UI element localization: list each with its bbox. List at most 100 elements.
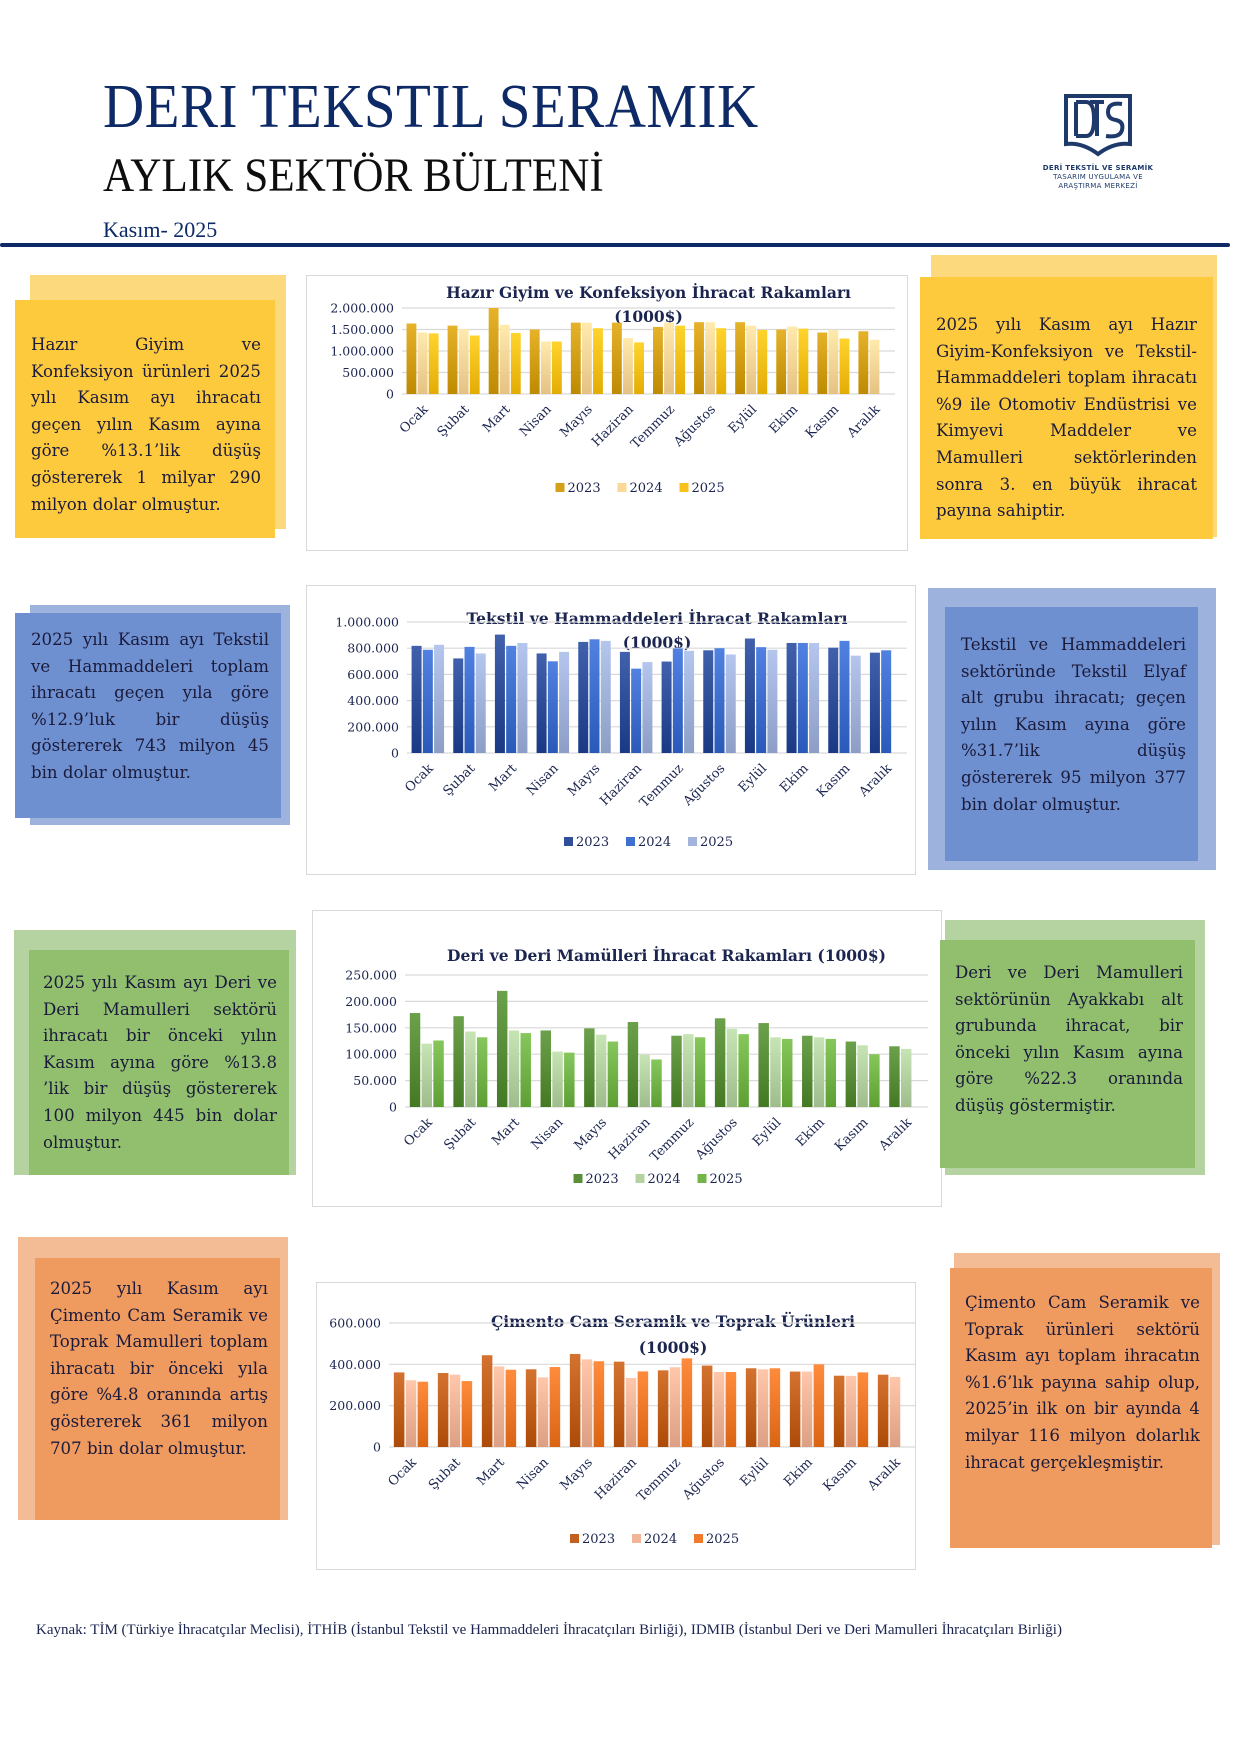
legend-label: 2024 bbox=[630, 481, 663, 496]
x-tick-label: Mart bbox=[480, 402, 514, 436]
logo-line1: DERİ TEKSTİL VE SERAMİK bbox=[1042, 164, 1154, 172]
bar-2025-Şubat bbox=[469, 335, 480, 394]
bar-2025-Temmuz bbox=[681, 1358, 693, 1447]
bar-2023-Mayıs bbox=[570, 322, 581, 394]
y-tick-label: 800.000 bbox=[347, 641, 399, 656]
bar-2025-Mart bbox=[505, 1369, 517, 1447]
bar-2023-Aralık bbox=[877, 1374, 889, 1447]
legend-swatch bbox=[697, 1174, 707, 1183]
x-tick-label: Mart bbox=[489, 1115, 523, 1149]
bar-2023-Şubat bbox=[453, 1016, 464, 1107]
bar-2025-Ağustos bbox=[716, 328, 727, 394]
bar-2023-Temmuz bbox=[661, 661, 672, 753]
x-tick-label: Eylül bbox=[750, 1115, 784, 1149]
legend-label: 2023 bbox=[576, 835, 609, 850]
seramik-share-text: Çimento Cam Seramik ve Toprak ürünleri s… bbox=[950, 1268, 1212, 1548]
bar-2023-Eylül bbox=[758, 1023, 769, 1107]
bar-2025-Temmuz bbox=[694, 1037, 706, 1107]
x-tick-label: Nisan bbox=[529, 1115, 567, 1153]
bar-2023-Kasım bbox=[817, 332, 828, 394]
bar-2023-Haziran bbox=[613, 1361, 625, 1447]
bar-2023-Aralık bbox=[889, 1046, 900, 1107]
y-tick-label: 400.000 bbox=[329, 1357, 381, 1372]
legend-label: 2024 bbox=[648, 1172, 681, 1187]
bar-2023-Ekim bbox=[776, 329, 787, 394]
bar-2023-Ekim bbox=[789, 1371, 801, 1447]
bar-2024-Şubat bbox=[449, 1374, 461, 1447]
bar-2024-Nisan bbox=[547, 661, 558, 753]
bar-2025-Haziran bbox=[634, 342, 644, 394]
x-tick-label: Ekim bbox=[777, 761, 812, 796]
seramik-summary-text: 2025 yılı Kasım ayı Çimento Cam Seramik … bbox=[35, 1258, 280, 1520]
bulletin-subtitle: AYLIK SEKTÖR BÜLTENİ bbox=[103, 149, 604, 202]
hazir-giyim-share-text: 2025 yılı Kasım ayı Hazır Giyim-Konfeksi… bbox=[920, 277, 1213, 539]
bar-2025-Haziran bbox=[651, 1059, 662, 1107]
legend-label: 2025 bbox=[710, 1172, 743, 1187]
bar-2024-Ocak bbox=[421, 1043, 433, 1107]
hazir-giyim-summary-box: Hazır Giyim ve Konfeksiyon ürünleri 2025… bbox=[14, 275, 286, 540]
bar-2023-Nisan bbox=[525, 1369, 537, 1447]
x-tick-label: Şubat bbox=[440, 761, 478, 799]
x-tick-label: Kasım bbox=[803, 402, 842, 441]
bar-2025-Ocak bbox=[428, 333, 439, 394]
bar-2024-Kasım bbox=[828, 329, 839, 394]
legend-swatch bbox=[564, 837, 573, 846]
bar-2024-Ağustos bbox=[705, 322, 716, 394]
x-tick-label: Temmuz bbox=[647, 1115, 697, 1165]
x-tick-label: Kasım bbox=[820, 1455, 859, 1494]
y-tick-label: 200.000 bbox=[345, 994, 397, 1009]
bar-2023-Kasım bbox=[845, 1041, 857, 1107]
bar-2025-Kasım bbox=[850, 655, 861, 753]
y-tick-label: 0 bbox=[389, 1100, 397, 1115]
bar-2024-Ağustos bbox=[726, 1028, 738, 1107]
bar-2023-Şubat bbox=[453, 658, 464, 753]
legend-swatch bbox=[626, 837, 635, 846]
bar-2023-Nisan bbox=[540, 1030, 552, 1107]
chart-title: (1000$) bbox=[623, 633, 692, 652]
bar-2025-Kasım bbox=[839, 338, 850, 394]
bar-2025-Ekim bbox=[809, 642, 820, 753]
bar-2023-Ocak bbox=[393, 1372, 405, 1447]
y-tick-label: 200.000 bbox=[329, 1398, 381, 1413]
x-tick-label: Mayıs bbox=[557, 1455, 595, 1493]
bar-2024-Ocak bbox=[405, 1380, 417, 1447]
legend-label: 2024 bbox=[644, 1532, 677, 1547]
x-tick-label: Mayıs bbox=[565, 761, 603, 799]
y-tick-label: 50.000 bbox=[353, 1073, 397, 1088]
legend-swatch bbox=[632, 1534, 641, 1543]
bar-2024-Ağustos bbox=[714, 648, 725, 753]
legend-swatch bbox=[694, 1534, 703, 1543]
bar-2023-Ağustos bbox=[701, 1365, 713, 1447]
chart-svg: Deri ve Deri Mamülleri İhracat Rakamları… bbox=[345, 946, 928, 1187]
bar-2023-Temmuz bbox=[653, 326, 663, 394]
legend-swatch bbox=[635, 1174, 645, 1183]
bar-2024-Haziran bbox=[623, 338, 633, 394]
y-tick-label: 1.000.000 bbox=[330, 344, 394, 359]
chart-title: (1000$) bbox=[614, 307, 683, 326]
deri-ayakkabi-box: Deri ve Deri Mamulleri sektörünün Ayakka… bbox=[940, 920, 1205, 1175]
x-tick-label: Mayıs bbox=[572, 1115, 610, 1153]
bar-2023-Ağustos bbox=[714, 1018, 726, 1107]
bar-2023-Mart bbox=[488, 308, 499, 394]
x-tick-label: Temmuz bbox=[637, 761, 687, 811]
bar-2023-Eylül bbox=[745, 1368, 757, 1447]
x-tick-label: Temmuz bbox=[634, 1455, 684, 1505]
tekstil-summary-box: 2025 yılı Kasım ayı Tekstil ve Hammaddel… bbox=[14, 605, 294, 825]
y-tick-label: 600.000 bbox=[347, 667, 399, 682]
bar-2024-Mart bbox=[499, 324, 510, 394]
bar-2024-Mart bbox=[508, 1030, 520, 1107]
dts-logo-icon bbox=[1064, 94, 1132, 157]
legend-swatch bbox=[570, 1534, 579, 1543]
bar-2024-Mart bbox=[493, 1366, 505, 1447]
bar-2024-Temmuz bbox=[669, 1367, 681, 1447]
tekstil-summary-text: 2025 yılı Kasım ayı Tekstil ve Hammaddel… bbox=[15, 613, 281, 818]
chart-title: Deri ve Deri Mamülleri İhracat Rakamları… bbox=[447, 946, 886, 965]
x-tick-label: Temmuz bbox=[628, 402, 678, 452]
bar-2025-Nisan bbox=[564, 1052, 575, 1107]
bar-2024-Şubat bbox=[465, 1031, 476, 1107]
deri-summary-text: 2025 yılı Kasım ayı Deri ve Deri Mamulle… bbox=[29, 950, 289, 1175]
bar-2024-Kasım bbox=[839, 640, 850, 753]
x-tick-label: Ağustos bbox=[692, 1115, 740, 1163]
bar-2024-Eylül bbox=[756, 647, 767, 753]
bar-2025-Şubat bbox=[475, 653, 486, 753]
